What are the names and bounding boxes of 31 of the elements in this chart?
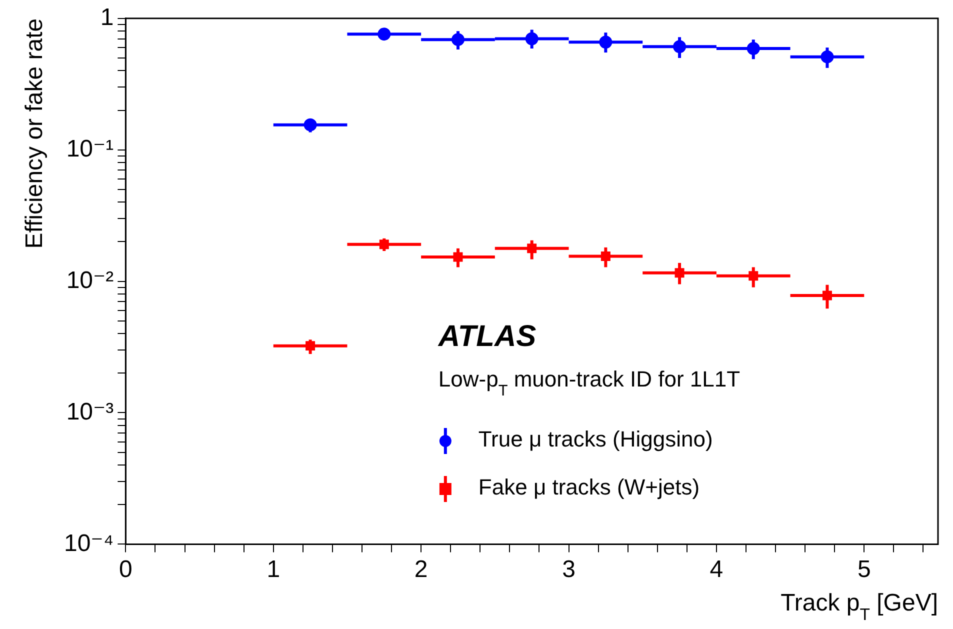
point xyxy=(600,252,610,262)
point xyxy=(820,50,834,64)
point xyxy=(306,341,316,351)
point xyxy=(599,36,612,49)
y-tick-label: 1 xyxy=(100,4,114,32)
legend-label: True μ tracks (Higgsino) xyxy=(478,426,713,452)
point xyxy=(378,28,391,41)
y-tick-label: 10⁻² xyxy=(66,266,114,294)
point xyxy=(451,33,464,46)
point xyxy=(748,271,758,281)
x-tick-label: 4 xyxy=(710,556,724,584)
x-tick-label: 3 xyxy=(562,556,576,584)
legend-label: Fake μ tracks (W+jets) xyxy=(478,474,700,500)
y-axis-title: Efficiency or fake rate xyxy=(21,18,48,249)
y-tick-label: 10⁻¹ xyxy=(66,135,114,162)
x-tick-label: 5 xyxy=(857,556,871,584)
point xyxy=(379,240,389,250)
point xyxy=(673,40,686,54)
y-tick-label: 10⁻⁴ xyxy=(64,530,114,557)
point xyxy=(527,244,537,254)
x-tick-label: 2 xyxy=(414,556,428,584)
x-tick-label: 0 xyxy=(118,556,132,584)
point xyxy=(304,118,317,132)
x-tick-label: 1 xyxy=(266,556,280,584)
point xyxy=(674,268,684,278)
y-tick-label: 10⁻³ xyxy=(66,398,114,426)
point xyxy=(822,290,832,300)
annotation: ATLAS xyxy=(437,320,536,353)
point xyxy=(453,252,463,262)
point xyxy=(746,42,760,56)
point xyxy=(525,32,538,46)
